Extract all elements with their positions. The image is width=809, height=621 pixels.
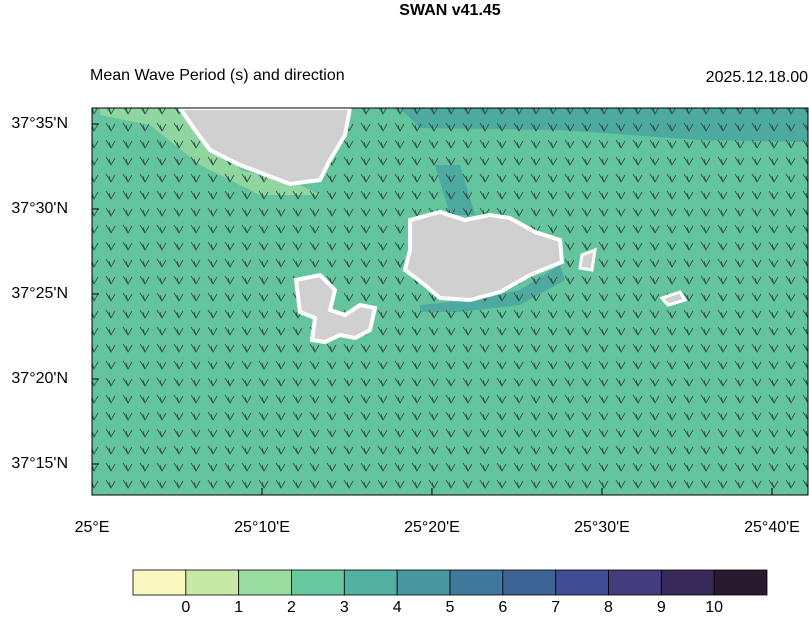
subtitle-right: 2025.12.18.00 [706, 69, 808, 86]
colorbar-box [238, 569, 292, 596]
colorbar-box [132, 569, 187, 596]
map-field [92, 108, 808, 495]
direction-arrows [92, 108, 808, 495]
y-tick-label: 37°35'N [11, 115, 68, 132]
y-tick-label: 37°25'N [11, 285, 68, 302]
colorbar-label: 6 [498, 599, 507, 616]
colorbar-label: 2 [287, 599, 296, 616]
colorbar-label: 7 [551, 599, 560, 616]
colorbar-box [713, 569, 768, 596]
colorbar-box [291, 569, 345, 596]
colorbar-label: 9 [657, 599, 666, 616]
x-tick-label: 25°10'E [234, 519, 290, 536]
y-tick-label: 37°20'N [11, 370, 68, 387]
x-tick-label: 25°20'E [404, 519, 460, 536]
island [293, 272, 378, 345]
title: SWAN v41.45 [399, 2, 500, 19]
colorbar-box [608, 569, 662, 596]
x-tick-label: 25°E [75, 519, 110, 536]
x-tick-label: 25°40'E [744, 519, 800, 536]
y-tick-label: 37°15'N [11, 455, 68, 472]
subtitle-left: Mean Wave Period (s) and direction [90, 67, 345, 84]
colorbar-box [396, 569, 451, 596]
colorbar-box [502, 569, 557, 596]
island [177, 108, 353, 187]
island [578, 247, 597, 272]
colorbar-box [185, 569, 240, 596]
colorbar-label: 8 [604, 599, 613, 616]
colorbar-label: 10 [705, 599, 723, 616]
x-tick-label: 25°30'E [574, 519, 630, 536]
colorbar-box [660, 569, 715, 596]
colorbar-label: 4 [393, 599, 402, 616]
colorbar-label: 5 [446, 599, 455, 616]
colorbar-label: 0 [181, 599, 190, 616]
island [659, 290, 688, 307]
plot-frame [91, 107, 809, 496]
colorbar-box [555, 569, 609, 596]
colorbar-box [449, 569, 504, 596]
colorbar-box [343, 569, 398, 596]
island [402, 209, 565, 303]
colorbar-label: 1 [234, 599, 243, 616]
y-tick-label: 37°30'N [11, 200, 68, 217]
colorbar-label: 3 [340, 599, 349, 616]
